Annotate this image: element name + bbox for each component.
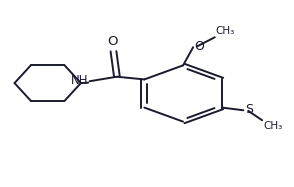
Text: O: O bbox=[107, 35, 117, 48]
Text: CH₃: CH₃ bbox=[216, 26, 235, 36]
Text: S: S bbox=[245, 103, 253, 117]
Text: O: O bbox=[194, 40, 204, 53]
Text: CH₃: CH₃ bbox=[263, 121, 282, 131]
Text: NH: NH bbox=[71, 74, 88, 87]
